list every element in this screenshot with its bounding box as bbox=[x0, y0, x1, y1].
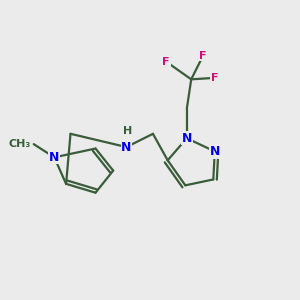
Text: N: N bbox=[182, 132, 192, 145]
Text: F: F bbox=[162, 57, 170, 67]
Text: H: H bbox=[123, 126, 133, 136]
Text: N: N bbox=[121, 141, 132, 154]
Text: F: F bbox=[199, 51, 207, 61]
Text: N: N bbox=[210, 145, 220, 158]
Text: F: F bbox=[211, 73, 218, 83]
Text: CH₃: CH₃ bbox=[8, 139, 31, 149]
Text: N: N bbox=[49, 151, 59, 164]
